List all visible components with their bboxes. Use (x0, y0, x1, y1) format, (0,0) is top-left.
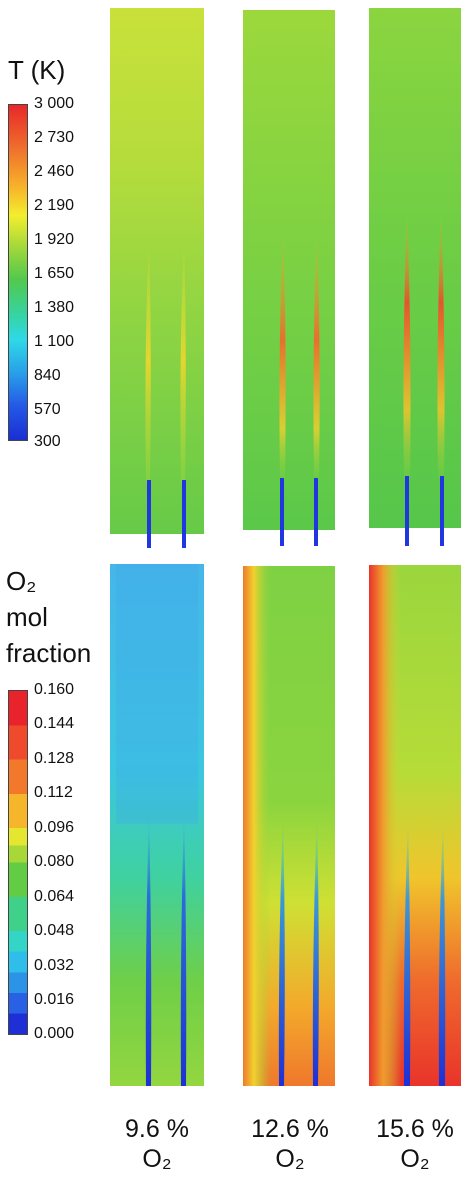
o2-tick: 0.048 (34, 922, 75, 939)
temperature-tick: 1 380 (34, 299, 75, 316)
temperature-tick: 1 650 (34, 265, 75, 282)
temperature-colorbar (8, 104, 28, 441)
o2-tick: 0.032 (34, 957, 75, 974)
temperature-legend-title: T (K) (8, 55, 66, 85)
temperature-contour-case-3 (369, 8, 461, 548)
o2-tick: 0.128 (34, 750, 75, 767)
temperature-contour-case-1 (110, 8, 204, 548)
o2-contour-case-2 (243, 566, 335, 1086)
o2-contour-case-3 (369, 565, 461, 1086)
o2-tick: 0.112 (34, 784, 73, 801)
o2-tick: 0.080 (34, 853, 75, 870)
o2-tick: 0.096 (34, 819, 75, 836)
temperature-tick: 300 (34, 433, 61, 450)
o2-tick: 0.064 (34, 888, 75, 905)
temperature-tick: 570 (34, 401, 61, 418)
o2-contour-case-1 (110, 564, 204, 1086)
case-percent: 9.6 % (125, 1115, 189, 1143)
o2-tick: 0.160 (34, 681, 75, 698)
temperature-tick: 3 000 (34, 95, 75, 112)
o2-legend-title: O₂ mol fraction (6, 563, 91, 671)
case-species: O₂ (142, 1145, 172, 1173)
o2-legend-title-line: mol (6, 602, 48, 632)
temperature-tick: 2 730 (34, 129, 75, 146)
temperature-tick: 840 (34, 367, 61, 384)
o2-legend-title-line: O₂ (6, 566, 37, 596)
o2-legend-title-line: fraction (6, 638, 92, 668)
case-species: O₂ (400, 1145, 430, 1173)
case-caption: 9.6 % O₂ (97, 1114, 217, 1174)
case-caption: 15.6 % O₂ (355, 1114, 474, 1174)
temperature-tick: 2 460 (34, 163, 75, 180)
temperature-tick: 2 190 (34, 197, 75, 214)
temperature-contour-case-2 (243, 10, 335, 548)
case-percent: 12.6 % (251, 1115, 329, 1143)
case-percent: 15.6 % (376, 1115, 454, 1143)
case-species: O₂ (275, 1145, 305, 1173)
temperature-tick: 1 100 (34, 333, 75, 350)
o2-colorbar (8, 690, 28, 1035)
o2-tick: 0.016 (34, 991, 75, 1008)
o2-tick: 0.000 (34, 1025, 75, 1042)
case-caption: 12.6 % O₂ (230, 1114, 350, 1174)
o2-tick: 0.144 (34, 715, 75, 732)
temperature-tick: 1 920 (34, 231, 75, 248)
